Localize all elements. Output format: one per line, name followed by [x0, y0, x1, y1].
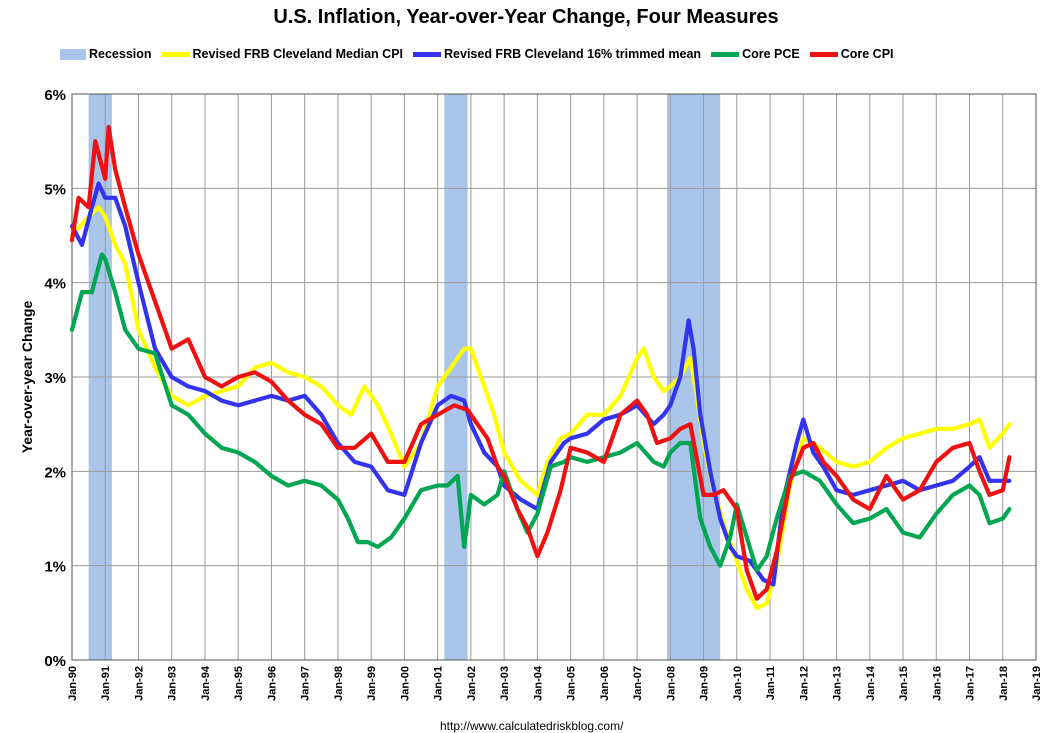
y-tick-label-5: 5%	[44, 181, 66, 198]
x-tick-label-19: Jan-09	[699, 666, 711, 701]
x-tick-label-13: Jan-03	[499, 666, 511, 701]
chart-title: U.S. Inflation, Year-over-Year Change, F…	[273, 6, 779, 28]
legend-swatch-core-pce	[711, 51, 740, 57]
legend-swatch-median-cpi	[161, 51, 190, 57]
x-tick-label-27: Jan-17	[965, 666, 977, 701]
legend-item-median-cpi: Revised FRB Cleveland Median CPI	[161, 47, 404, 61]
legend-item-trimmed-mean: Revised FRB Cleveland 16% trimmed mean	[413, 47, 701, 61]
x-tick-label-12: Jan-02	[466, 666, 478, 701]
x-tick-label-16: Jan-06	[599, 666, 611, 701]
y-tick-label-4: 4%	[44, 276, 66, 293]
y-tick-label-3: 3%	[44, 370, 66, 387]
x-tick-label-25: Jan-15	[898, 666, 910, 701]
x-tick-label-5: Jan-95	[233, 666, 245, 701]
legend-label-median-cpi: Revised FRB Cleveland Median CPI	[192, 47, 404, 61]
x-tick-label-8: Jan-98	[333, 666, 345, 701]
x-tick-label-4: Jan-94	[200, 665, 212, 701]
x-tick-label-15: Jan-05	[566, 666, 578, 701]
y-tick-label-1: 1%	[44, 559, 66, 576]
legend-label-recession: Recession	[89, 47, 152, 61]
y-tick-label-0: 0%	[44, 653, 66, 670]
legend-swatch-recession	[60, 48, 86, 60]
series-line-2	[69, 252, 1012, 573]
series-line-0	[69, 205, 1012, 611]
x-tick-label-20: Jan-10	[732, 666, 744, 701]
legend: Recession Revised FRB Cleveland Median C…	[60, 45, 904, 63]
x-tick-label-21: Jan-11	[765, 666, 777, 700]
x-tick-label-22: Jan-12	[798, 666, 810, 701]
x-tick-label-10: Jan-00	[399, 666, 411, 701]
x-tick-label-24: Jan-14	[865, 665, 877, 701]
source-url: http://www.calculatedriskblog.com/	[440, 719, 624, 733]
legend-item-core-cpi: Core CPI	[809, 47, 894, 61]
x-tick-label-23: Jan-13	[832, 666, 844, 701]
x-tick-label-1: Jan-91	[100, 666, 112, 701]
legend-label-core-pce: Core PCE	[742, 47, 800, 61]
x-tick-label-6: Jan-96	[266, 666, 278, 701]
x-tick-label-7: Jan-97	[300, 666, 312, 701]
series-line-1	[69, 181, 1012, 587]
legend-swatch-core-cpi	[809, 51, 838, 57]
x-tick-label-17: Jan-07	[632, 666, 644, 701]
legend-item-core-pce: Core PCE	[711, 47, 800, 61]
legend-swatch-trimmed-mean	[413, 51, 442, 57]
x-tick-label-26: Jan-16	[931, 666, 943, 701]
legend-item-recession: Recession	[60, 47, 152, 61]
y-tick-label-2: 2%	[44, 464, 66, 481]
x-tick-label-14: Jan-04	[532, 665, 544, 701]
x-tick-label-29: Jan-19	[1031, 666, 1043, 701]
y-tick-label-6: 6%	[44, 87, 66, 104]
x-tick-label-2: Jan-92	[133, 666, 145, 701]
x-tick-label-3: Jan-93	[167, 666, 179, 701]
x-tick-label-0: Jan-90	[67, 666, 79, 701]
x-tick-label-28: Jan-18	[998, 666, 1010, 701]
legend-label-trimmed-mean: Revised FRB Cleveland 16% trimmed mean	[444, 47, 702, 61]
x-tick-label-9: Jan-99	[366, 666, 378, 701]
plot-frame	[71, 93, 1037, 661]
legend-label-core-cpi: Core CPI	[840, 47, 894, 61]
x-tick-label-18: Jan-08	[665, 666, 677, 701]
series-line-3	[69, 124, 1012, 601]
x-tick-label-11: Jan-01	[433, 666, 445, 701]
